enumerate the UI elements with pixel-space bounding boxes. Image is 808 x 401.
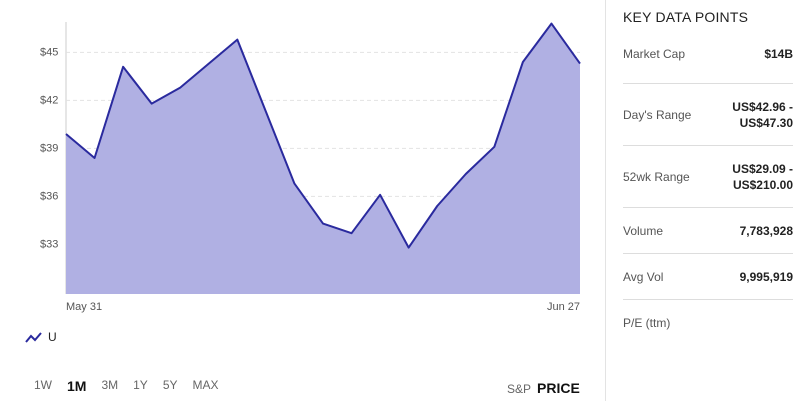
data-row: Avg Vol 9,995,919 xyxy=(623,254,793,300)
price-button[interactable]: PRICE xyxy=(537,380,580,396)
row-label: Avg Vol xyxy=(623,269,664,284)
y-tick-label: $36 xyxy=(40,190,58,202)
y-tick-label: $45 xyxy=(40,46,58,58)
range-button[interactable]: 1M xyxy=(67,378,87,394)
x-tick-label: Jun 27 xyxy=(547,301,580,313)
legend-icon xyxy=(25,332,42,343)
range-selector: 1W 1M 3M 1Y 5Y MAX xyxy=(34,378,234,394)
key-data-panel: KEY DATA POINTS Market Cap $14B Day's Rang… xyxy=(605,0,808,401)
row-label: Market Cap xyxy=(623,47,686,61)
panel-title: KEY DATA POINTS xyxy=(623,9,749,25)
range-button[interactable]: 1W xyxy=(34,378,52,392)
range-button[interactable]: 5Y xyxy=(162,378,178,392)
y-tick-label: $42 xyxy=(40,94,58,106)
row-value: US$29.09 - US$210.00 xyxy=(732,161,793,192)
row-label: Day's Range xyxy=(623,107,692,122)
chart: $33 $36 $39 $42 $45 May 31 Jun 27 U xyxy=(25,22,581,344)
legend-label: U xyxy=(48,330,57,344)
row-label: 52wk Range xyxy=(623,169,690,184)
area xyxy=(66,23,580,294)
row-value: 7,783,928 xyxy=(739,223,793,238)
data-row: 52wk Range US$29.09 - US$210.00 xyxy=(623,146,793,208)
data-row: P/E (ttm) xyxy=(623,300,793,345)
key-data-rows: Market Cap $14B Day's Range US$42.96 - US$4… xyxy=(606,25,808,345)
range-button[interactable]: 1Y xyxy=(133,378,148,392)
data-row: Day's Range US$42.96 - US$47.30 xyxy=(623,84,793,146)
range-button[interactable]: 3M xyxy=(101,378,119,392)
data-row: Volume 7,783,928 xyxy=(623,208,793,254)
row-value: 9,995,919 xyxy=(739,269,793,284)
mode-toggle: S&P PRICE xyxy=(507,380,580,396)
x-tick-label: May 31 xyxy=(66,301,102,313)
row-label: Volume xyxy=(623,223,664,238)
data-row: Market Cap $14B xyxy=(623,25,793,84)
range-button[interactable]: MAX xyxy=(192,378,219,392)
y-tick-label: $39 xyxy=(40,142,58,154)
row-label: P/E (ttm) xyxy=(623,315,671,330)
line xyxy=(65,22,581,249)
benchmark-button[interactable]: S&P xyxy=(507,382,532,396)
row-value: US$42.96 - US$47.30 xyxy=(732,99,793,130)
y-tick-label: $33 xyxy=(40,238,58,250)
row-value: $14B xyxy=(764,47,793,61)
